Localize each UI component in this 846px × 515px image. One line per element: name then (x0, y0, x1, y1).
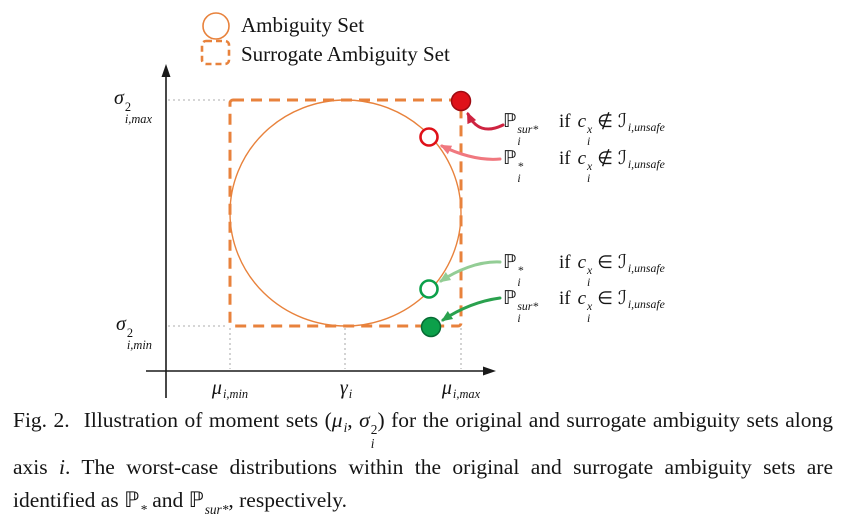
guide-lines (168, 99, 462, 369)
ambiguity-set-circle (229, 99, 462, 327)
sigma-max-sup: 2 (124, 99, 132, 114)
point-psur-notin-filled-red (450, 90, 472, 112)
if-word: if (559, 148, 571, 169)
sigma-max-sub: i,max (124, 112, 152, 127)
arrow-psur-in (441, 296, 502, 322)
notin-symbol: ∉ (597, 148, 613, 168)
figure-caption: Fig. 2. Illustration of moment sets (μi, … (13, 404, 833, 515)
legend-ambiguity-circle-icon (202, 12, 230, 40)
mu-symbol: μ (331, 408, 343, 432)
caption-text: ) for the original and surrogate ambigui… (13, 408, 834, 479)
point-pstar-notin-open-red (419, 127, 439, 147)
unsafe-set: ℐi,unsafe (617, 148, 665, 172)
unsafe-set: ℐi,unsafe (617, 288, 665, 312)
point-psur-in-filled-green (420, 316, 442, 338)
caption-text: and (146, 487, 189, 512)
notin-symbol: ∉ (597, 111, 613, 131)
mu-max-sub: i,max (452, 387, 481, 402)
legend-surrogate-label: Surrogate Ambiguity Set (241, 42, 450, 66)
mu-symbol: μ (441, 377, 452, 399)
p-star-symbol: ℙ*i (124, 487, 147, 515)
sigma-symbol: σ (113, 87, 124, 109)
x-axis-label-mu-min: μi,min (195, 377, 265, 402)
unsafe-set: ℐi,unsafe (617, 111, 665, 135)
sigma-min-sub: i,min (126, 338, 152, 353)
y-axis-label-sigma-min: σ 2 i,min (86, 313, 152, 352)
if-word: if (559, 288, 571, 309)
x-axis-label-gamma: γi (326, 377, 366, 402)
distribution-symbol: ℙ * i (503, 148, 524, 186)
sigma-sup: 2 (370, 422, 378, 438)
gamma-sub: i (348, 387, 353, 402)
gamma-symbol: γ (339, 377, 348, 399)
x-axis-arrowhead (483, 366, 496, 376)
caption-text: Illustration of moment sets ( (83, 408, 332, 432)
y-axis-label-sigma-max: σ 2 i,max (86, 87, 152, 126)
figure-number: Fig. 2. (13, 408, 70, 432)
caption-text: . The worst-case distributions within th… (13, 454, 833, 512)
sigma-min-sup: 2 (126, 325, 134, 340)
moment-sets-diagram (146, 12, 505, 398)
in-symbol: ∈ (597, 288, 613, 308)
caption-text: , (347, 408, 360, 432)
sigma-sub: i (370, 435, 375, 451)
legend-ambiguity-label: Ambiguity Set (241, 13, 365, 37)
if-word: if (559, 111, 571, 132)
sigma-symbol: σ (359, 408, 370, 432)
if-word: if (559, 252, 571, 273)
annotation-pstar-notin: ℙ * i if c x i ∉ ℐi,unsafe (503, 146, 665, 186)
unsafe-set: ℐi,unsafe (617, 252, 665, 276)
arrow-pstar-notin (439, 144, 502, 161)
point-pstar-in-open-green (419, 279, 439, 299)
arrow-psur-notin (466, 111, 505, 131)
axis-variable: i (59, 454, 66, 479)
x-axis-label-mu-max: μi,max (425, 377, 497, 402)
caption-text: , respectively. (228, 487, 347, 512)
annotation-pstar-in: ℙ * i if c x i ∈ ℐi,unsafe (503, 250, 665, 290)
mu-symbol: μ (211, 377, 222, 399)
legend-surrogate-square-icon (200, 39, 231, 66)
y-axis-arrowhead (161, 64, 171, 77)
distribution-symbol: ℙ * i (503, 252, 524, 290)
in-symbol: ∈ (597, 252, 613, 272)
sigma-symbol: σ (115, 313, 126, 335)
mu-sub: i (343, 419, 348, 435)
arrow-pstar-in (439, 260, 502, 283)
mu-min-sub: i,min (222, 387, 249, 402)
